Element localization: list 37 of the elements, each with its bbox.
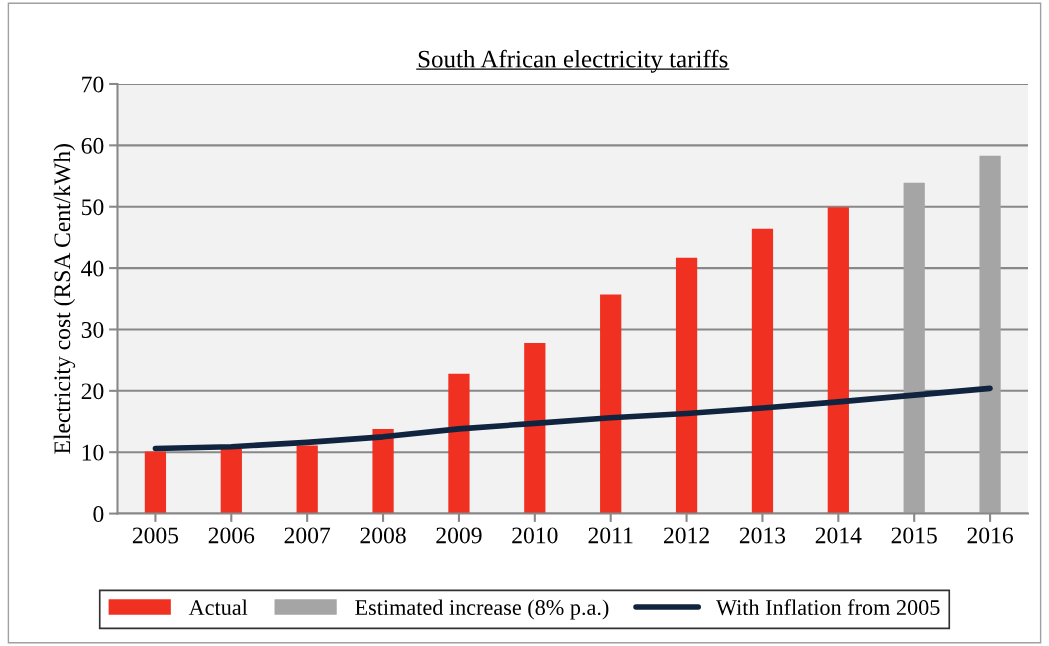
x-tick-label: 2015: [891, 527, 937, 544]
x-tick-label: 2007: [284, 527, 331, 544]
bar: [448, 373, 470, 514]
x-tick-label: 2013: [739, 527, 786, 544]
x-tick-label: 2009: [436, 527, 482, 544]
legend-label: Estimated increase (8% p.a.): [355, 599, 609, 620]
bar: [220, 448, 242, 514]
bar: [675, 257, 698, 514]
bar: [524, 342, 546, 514]
x-tick-label: 2010: [512, 527, 558, 544]
y-tick-label: 20: [81, 383, 104, 400]
x-tick-label: 2006: [208, 527, 255, 544]
y-tick-label: 70: [82, 76, 104, 93]
bar: [827, 207, 849, 514]
x-tick-label: 2016: [967, 527, 1013, 544]
y-tick-label: 40: [81, 260, 104, 277]
y-tick-label: 0: [93, 506, 104, 522]
x-tick-label: 2008: [360, 527, 406, 544]
bar: [751, 228, 774, 514]
bar: [903, 182, 925, 514]
bar: [296, 445, 318, 514]
bar: [372, 428, 394, 514]
chart-title: South African electricity tariffs: [418, 49, 728, 73]
bar: [144, 451, 167, 514]
legend-label: Actual: [188, 599, 248, 616]
y-tick-label: 60: [81, 137, 104, 154]
bar: [979, 155, 1001, 514]
y-tick-label: 50: [82, 199, 104, 216]
legend-label: With Inflation from 2005: [716, 599, 940, 616]
x-tick-label: 2012: [664, 527, 709, 544]
x-tick-label: 2011: [588, 527, 633, 544]
bar: [600, 294, 622, 514]
x-tick-label: 2014: [815, 527, 862, 544]
x-tick-label: 2005: [132, 527, 179, 544]
y-tick-label: 30: [81, 321, 104, 338]
y-tick-label: 10: [82, 444, 104, 461]
y-axis-title: Electricity cost (RSA Cent/kWh): [53, 144, 76, 454]
